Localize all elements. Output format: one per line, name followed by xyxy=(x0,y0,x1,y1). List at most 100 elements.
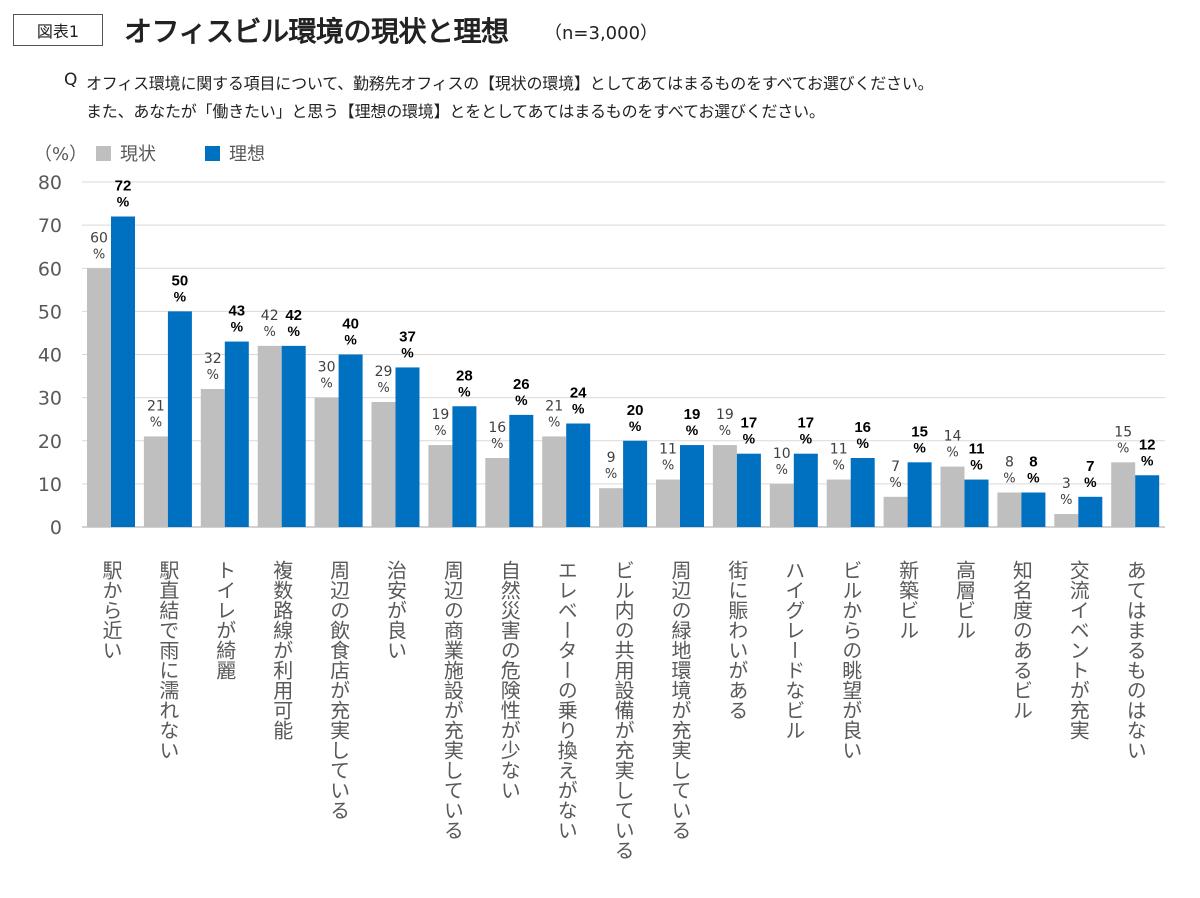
data-label-unit: % xyxy=(117,194,130,210)
category-label: 周辺の飲食店が充実している xyxy=(327,560,351,820)
bar xyxy=(371,401,396,527)
bar xyxy=(680,445,704,527)
y-tick-label: 50 xyxy=(38,301,62,323)
data-label: 72 xyxy=(115,178,132,195)
bar xyxy=(826,479,851,527)
data-label: 3 xyxy=(1062,476,1071,492)
category-label: 駅直結で雨に濡れない xyxy=(156,560,180,760)
data-label-unit: % xyxy=(377,381,389,396)
data-label-unit: % xyxy=(856,435,869,451)
bar xyxy=(566,423,591,527)
sample-size: （n=3,000） xyxy=(544,23,659,44)
bar xyxy=(1021,492,1046,527)
category-label: 治安が良い xyxy=(384,560,408,660)
data-label-unit: % xyxy=(320,377,332,392)
bar xyxy=(769,483,794,527)
bar xyxy=(224,341,249,527)
bar xyxy=(1054,514,1079,527)
y-tick-label: 30 xyxy=(38,388,62,410)
data-label-unit: % xyxy=(1141,452,1154,468)
data-label-unit: % xyxy=(150,415,162,430)
bar xyxy=(338,354,363,527)
data-label: 11 xyxy=(969,441,985,458)
bar xyxy=(395,367,420,527)
data-label-unit: % xyxy=(719,424,731,439)
data-label: 40 xyxy=(342,316,359,333)
bar xyxy=(1135,475,1160,527)
data-label-unit: % xyxy=(401,344,414,360)
bar xyxy=(623,440,648,527)
question-mark: Q xyxy=(64,70,78,90)
data-label-unit: % xyxy=(548,415,560,430)
category-label: 街に賑わいがある xyxy=(725,560,749,720)
data-label-unit: % xyxy=(970,457,983,473)
y-tick-label: 70 xyxy=(38,215,62,237)
data-label: 21 xyxy=(545,398,563,414)
data-label-unit: % xyxy=(889,476,901,491)
category-label: ビル内の共用設備が充実している xyxy=(611,560,635,860)
category-label: エレベーターの乗り換えがない xyxy=(554,560,578,840)
category-label: ハイグレードなビル xyxy=(782,560,806,740)
data-label: 8 xyxy=(1029,454,1037,471)
data-label-unit: % xyxy=(344,332,357,348)
bar xyxy=(167,311,192,527)
bar xyxy=(87,268,111,527)
bar xyxy=(485,458,510,527)
data-label: 42 xyxy=(285,307,302,324)
bar xyxy=(257,345,282,527)
data-label: 42 xyxy=(261,308,279,324)
data-label: 32 xyxy=(204,351,222,367)
y-tick-label: 20 xyxy=(38,431,62,453)
bar xyxy=(1111,462,1136,527)
category-label: トイレが綺麗 xyxy=(213,560,237,680)
legend-entry: 現状 xyxy=(120,144,156,165)
y-tick-label: 60 xyxy=(38,258,62,280)
bar xyxy=(111,216,135,527)
bar xyxy=(542,436,567,527)
data-label-unit: % xyxy=(1003,472,1015,487)
data-label-unit: % xyxy=(946,446,958,461)
legend-swatch xyxy=(96,146,111,161)
data-label: 50 xyxy=(172,272,189,289)
data-label: 30 xyxy=(318,360,336,376)
data-label: 7 xyxy=(1086,458,1094,475)
data-label: 24 xyxy=(570,385,587,402)
data-label: 29 xyxy=(375,364,393,380)
data-label: 19 xyxy=(716,407,734,423)
category-label: 自然災害の危険性が少ない xyxy=(497,560,521,800)
data-label-unit: % xyxy=(662,459,674,474)
data-label: 19 xyxy=(431,407,449,423)
data-label-unit: % xyxy=(434,424,446,439)
data-label-unit: % xyxy=(207,368,219,383)
bar xyxy=(428,445,453,527)
bar xyxy=(1078,496,1103,527)
page-title: オフィスビル環境の現状と理想 xyxy=(124,15,509,48)
data-label-unit: % xyxy=(93,247,105,262)
data-label-unit: % xyxy=(264,325,276,340)
data-label: 11 xyxy=(659,442,677,458)
data-label-unit: % xyxy=(913,439,926,455)
category-label: 駅から近い xyxy=(99,560,123,660)
bar xyxy=(940,466,965,527)
data-label: 19 xyxy=(684,406,701,423)
bar xyxy=(964,479,989,527)
y-axis-label: （%） xyxy=(34,144,87,165)
data-label: 21 xyxy=(147,398,165,414)
bar xyxy=(736,453,761,527)
data-label-unit: % xyxy=(231,319,244,335)
category-label: あてはまるものはない xyxy=(1123,560,1147,760)
bar xyxy=(997,492,1022,527)
data-label: 43 xyxy=(228,303,245,320)
data-label-unit: % xyxy=(743,431,756,447)
question-line-1: オフィス環境に関する項目について、勤務先オフィスの【現状の環境】としてあてはまる… xyxy=(86,74,934,93)
data-label-unit: % xyxy=(800,431,813,447)
bar xyxy=(143,436,168,527)
data-label: 10 xyxy=(773,446,791,462)
data-label: 9 xyxy=(607,450,616,466)
bar xyxy=(281,345,306,527)
data-label-unit: % xyxy=(686,422,699,438)
bar xyxy=(793,453,818,527)
data-label-unit: % xyxy=(1060,493,1072,508)
data-label: 8 xyxy=(1005,455,1014,471)
data-label-unit: % xyxy=(629,418,642,434)
